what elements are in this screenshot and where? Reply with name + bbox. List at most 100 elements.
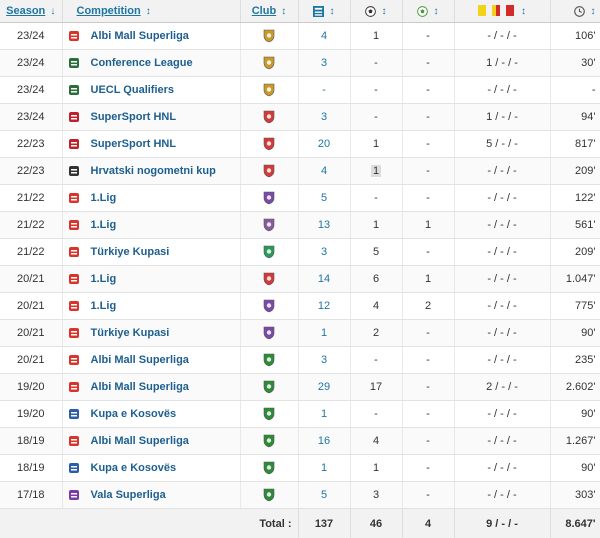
club-badge-icon[interactable] [262, 272, 276, 286]
appearances-link[interactable]: 5 [321, 192, 327, 204]
appearances-link[interactable]: 3 [321, 57, 327, 69]
season-column-header[interactable]: Season ↓ [0, 0, 62, 23]
appearances-link[interactable]: 3 [321, 354, 327, 366]
sort-both-icon[interactable]: ↕ [434, 6, 439, 17]
sort-both-icon[interactable]: ↕ [146, 6, 151, 17]
competition-logo-icon[interactable] [67, 488, 81, 502]
appearances-link[interactable]: 5 [321, 489, 327, 501]
competition-logo-icon[interactable] [67, 83, 81, 97]
competition-link[interactable]: SuperSport HNL [91, 138, 177, 150]
club-badge-icon[interactable] [262, 326, 276, 340]
competition-link[interactable]: Conference League [91, 57, 193, 69]
season-cell: 20/21 [0, 347, 62, 374]
competition-logo-icon[interactable] [67, 218, 81, 232]
club-badge-icon[interactable] [262, 137, 276, 151]
sort-both-icon[interactable]: ↕ [591, 6, 596, 17]
appearances-link[interactable]: 13 [318, 219, 330, 231]
competition-logo-icon[interactable] [67, 29, 81, 43]
competition-logo-icon[interactable] [67, 191, 81, 205]
competition-logo-icon[interactable] [67, 245, 81, 259]
competition-logo-icon[interactable] [67, 299, 81, 313]
appearances-link[interactable]: 1 [321, 462, 327, 474]
competition-logo-icon[interactable] [67, 407, 81, 421]
club-badge-icon[interactable] [262, 218, 276, 232]
club-badge-icon[interactable] [262, 434, 276, 448]
club-badge-icon[interactable] [262, 164, 276, 178]
competition-link[interactable]: Hrvatski nogometni kup [91, 165, 216, 177]
cards-column-header[interactable]: ↕ [454, 0, 550, 23]
club-badge-icon[interactable] [262, 353, 276, 367]
competition-link[interactable]: Vala Superliga [91, 489, 166, 501]
goals-value: 5 [373, 246, 379, 258]
sort-both-icon[interactable]: ↕ [382, 6, 387, 17]
competition-link[interactable]: Albi Mall Superliga [91, 30, 189, 42]
competition-link[interactable]: 1.Lig [91, 192, 117, 204]
club-badge-icon[interactable] [262, 29, 276, 43]
club-badge-icon[interactable] [262, 488, 276, 502]
competition-link[interactable]: Kupa e Kosovës [91, 408, 177, 420]
goals-cell: 1 [350, 455, 402, 482]
minutes-column-header[interactable]: ↕ [550, 0, 600, 23]
competition-link[interactable]: Albi Mall Superliga [91, 354, 189, 366]
competition-sort-link[interactable]: Competition [77, 5, 141, 17]
appearances-link[interactable]: 4 [321, 30, 327, 42]
assists-cell: - [402, 104, 454, 131]
club-badge-icon[interactable] [262, 56, 276, 70]
club-badge-icon[interactable] [262, 83, 276, 97]
appearances-link[interactable]: 4 [321, 165, 327, 177]
club-badge-icon[interactable] [262, 299, 276, 313]
goals-cell: 2 [350, 320, 402, 347]
competition-logo-icon[interactable] [67, 272, 81, 286]
competition-logo-icon[interactable] [67, 434, 81, 448]
club-badge-icon[interactable] [262, 191, 276, 205]
club-badge-icon[interactable] [262, 110, 276, 124]
competition-column-header[interactable]: Competition ↕ [62, 0, 240, 23]
competition-link[interactable]: UECL Qualifiers [91, 84, 175, 96]
goals-column-header[interactable]: ↕ [350, 0, 402, 23]
season-sort-link[interactable]: Season [6, 5, 45, 17]
sort-both-icon[interactable]: ↕ [330, 6, 335, 17]
competition-link[interactable]: Türkiye Kupasi [91, 327, 170, 339]
club-sort-link[interactable]: Club [252, 5, 276, 17]
competition-logo-icon[interactable] [67, 56, 81, 70]
sort-both-icon[interactable]: ↕ [281, 6, 286, 17]
competition-link[interactable]: Albi Mall Superliga [91, 381, 189, 393]
sort-both-icon[interactable]: ↕ [521, 6, 526, 17]
club-badge-icon[interactable] [262, 461, 276, 475]
club-badge-icon[interactable] [262, 380, 276, 394]
assists-cell: - [402, 131, 454, 158]
competition-link[interactable]: SuperSport HNL [91, 111, 177, 123]
club-badge-icon[interactable] [262, 245, 276, 259]
appearances-link[interactable]: 1 [321, 408, 327, 420]
competition-link[interactable]: 1.Lig [91, 219, 117, 231]
competition-logo-icon[interactable] [67, 110, 81, 124]
competition-link[interactable]: 1.Lig [91, 300, 117, 312]
competition-logo-icon[interactable] [67, 353, 81, 367]
appearances-link[interactable]: 29 [318, 381, 330, 393]
club-column-header[interactable]: Club ↕ [240, 0, 298, 23]
sort-desc-icon[interactable]: ↓ [50, 6, 55, 17]
competition-logo-icon[interactable] [67, 380, 81, 394]
appearances-link[interactable]: 1 [321, 327, 327, 339]
competition-logo-icon[interactable] [67, 164, 81, 178]
competition-link[interactable]: Kupa e Kosovës [91, 462, 177, 474]
assists-column-header[interactable]: ↕ [402, 0, 454, 23]
appearances-link[interactable]: 16 [318, 435, 330, 447]
appearances-link[interactable]: 3 [321, 111, 327, 123]
club-badge-icon[interactable] [262, 407, 276, 421]
appearances-column-header[interactable]: ↕ [298, 0, 350, 23]
competition-link[interactable]: Albi Mall Superliga [91, 435, 189, 447]
appearances-link[interactable]: 20 [318, 138, 330, 150]
appearances-link[interactable]: 3 [321, 246, 327, 258]
total-label: Total : [0, 509, 298, 538]
competition-logo-icon[interactable] [67, 461, 81, 475]
appearances-link[interactable]: 14 [318, 273, 330, 285]
appearances-link[interactable]: 12 [318, 300, 330, 312]
competition-link[interactable]: 1.Lig [91, 273, 117, 285]
competition-logo-icon[interactable] [67, 137, 81, 151]
competition-link[interactable]: Türkiye Kupasi [91, 246, 170, 258]
appearances-link[interactable]: - [322, 84, 326, 96]
competition-logo-icon[interactable] [67, 326, 81, 340]
goals-cell: 4 [350, 428, 402, 455]
